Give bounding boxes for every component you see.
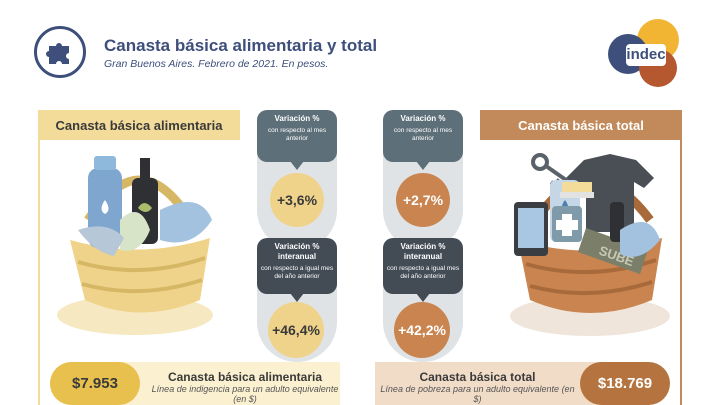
cbt-yearly-variation: +42,2%	[394, 302, 450, 358]
puzzle-piece-icon	[34, 26, 86, 78]
logo-text: indec	[626, 44, 666, 66]
cba-value: $7.953	[50, 362, 140, 405]
cbt-monthly-variation: +2,7%	[396, 173, 450, 227]
page-subtitle: Gran Buenos Aires. Febrero de 2021. En p…	[104, 58, 329, 70]
cba-footer-title: Canasta básica alimentaria	[167, 370, 323, 384]
cbt-monthly-label: Variación % con respecto al mes anterior	[383, 110, 463, 170]
cba-heading: Canasta básica alimentaria	[38, 110, 240, 140]
cbt-yearly-label: Variación % interanual con respecto a ig…	[383, 238, 463, 302]
cbt-heading: Canasta básica total	[480, 110, 682, 140]
goods-basket-illustration: SUBE	[510, 153, 670, 336]
cbt-footer-subtitle: Línea de pobreza para un adulto equivale…	[380, 384, 575, 404]
page-title: Canasta básica alimentaria y total	[104, 36, 378, 55]
cbt-value: $18.769	[580, 362, 670, 405]
cba-monthly-label: Variación % con respecto al mes anterior	[257, 110, 337, 170]
food-basket-illustration	[57, 156, 213, 335]
cbt-panel-border	[680, 140, 682, 405]
cbt-footer-title: Canasta básica total	[419, 370, 536, 384]
cba-footer-subtitle: Línea de indigencia para un adulto equiv…	[151, 384, 339, 404]
cba-yearly-label: Variación % interanual con respecto a ig…	[257, 238, 337, 302]
cba-monthly-variation: +3,6%	[270, 173, 324, 227]
cba-yearly-variation: +46,4%	[268, 302, 324, 358]
cba-panel-border	[38, 140, 40, 405]
